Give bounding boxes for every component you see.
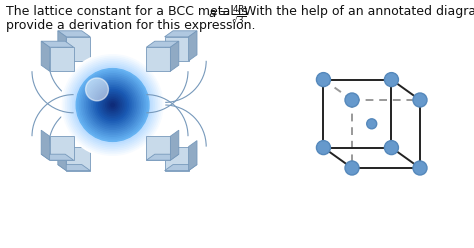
Circle shape — [93, 86, 132, 124]
Circle shape — [317, 73, 330, 87]
Polygon shape — [58, 141, 66, 171]
Circle shape — [317, 141, 330, 155]
Circle shape — [61, 53, 164, 157]
Polygon shape — [66, 147, 90, 171]
Polygon shape — [164, 37, 189, 61]
Polygon shape — [41, 154, 73, 160]
Circle shape — [345, 93, 359, 107]
Circle shape — [90, 83, 135, 127]
Polygon shape — [58, 31, 66, 61]
Circle shape — [95, 88, 130, 122]
Polygon shape — [170, 130, 179, 160]
Polygon shape — [58, 165, 90, 171]
Polygon shape — [41, 41, 73, 47]
Polygon shape — [50, 47, 73, 71]
Circle shape — [99, 91, 127, 119]
Text: The lattice constant for a BCC metal is: The lattice constant for a BCC metal is — [6, 5, 252, 18]
Circle shape — [69, 62, 156, 148]
Circle shape — [78, 70, 147, 140]
Circle shape — [384, 73, 399, 87]
Circle shape — [367, 119, 377, 129]
Circle shape — [80, 72, 146, 138]
Circle shape — [86, 78, 109, 101]
Polygon shape — [58, 31, 90, 37]
Circle shape — [109, 101, 116, 108]
Polygon shape — [164, 165, 197, 171]
Polygon shape — [170, 41, 179, 71]
Text: . With the help of an annotated diagram,: . With the help of an annotated diagram, — [236, 5, 474, 18]
Text: provide a derivation for this expression.: provide a derivation for this expression… — [6, 19, 255, 32]
Polygon shape — [189, 31, 197, 61]
Circle shape — [106, 98, 119, 112]
Circle shape — [83, 76, 142, 134]
Circle shape — [66, 58, 159, 152]
Circle shape — [74, 67, 151, 143]
Circle shape — [85, 77, 140, 133]
Circle shape — [76, 69, 149, 141]
Circle shape — [345, 161, 359, 175]
Circle shape — [111, 103, 114, 107]
Polygon shape — [50, 136, 73, 160]
Circle shape — [413, 161, 427, 175]
Polygon shape — [41, 41, 50, 71]
Circle shape — [87, 79, 138, 131]
Circle shape — [97, 89, 128, 121]
Circle shape — [104, 96, 121, 114]
Polygon shape — [41, 130, 50, 160]
Polygon shape — [164, 147, 189, 171]
Circle shape — [64, 57, 161, 154]
Circle shape — [384, 141, 399, 155]
Polygon shape — [66, 37, 90, 61]
Circle shape — [102, 94, 123, 115]
Polygon shape — [146, 154, 179, 160]
Text: $a = \frac{4R}{\sqrt{3}}$: $a = \frac{4R}{\sqrt{3}}$ — [208, 4, 246, 27]
Polygon shape — [146, 41, 179, 47]
Polygon shape — [189, 141, 197, 171]
Circle shape — [100, 93, 125, 117]
Polygon shape — [146, 136, 170, 160]
Circle shape — [92, 84, 133, 126]
Circle shape — [63, 55, 163, 155]
Polygon shape — [164, 31, 197, 37]
Polygon shape — [146, 47, 170, 71]
Circle shape — [67, 60, 158, 150]
Circle shape — [82, 74, 144, 136]
Circle shape — [71, 63, 154, 147]
Circle shape — [73, 65, 153, 145]
Circle shape — [108, 100, 118, 110]
Circle shape — [88, 81, 137, 129]
Circle shape — [413, 93, 427, 107]
